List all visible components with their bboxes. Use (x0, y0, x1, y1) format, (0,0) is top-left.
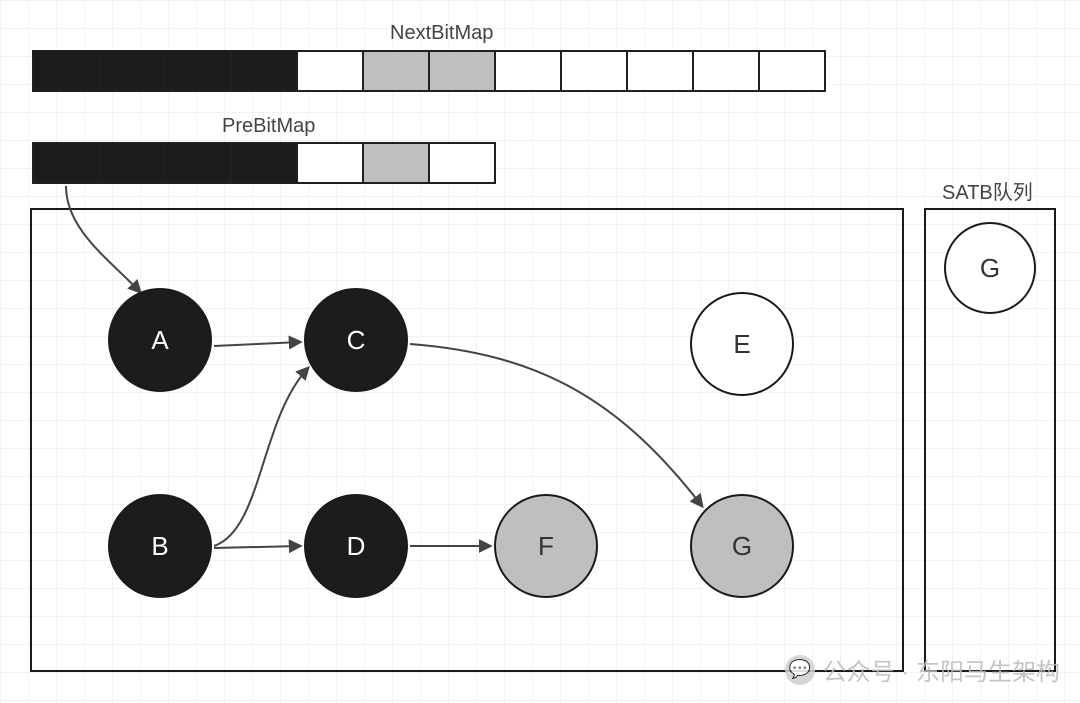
next-bitmap-cell-5 (362, 50, 430, 92)
next-bitmap-cell-4 (296, 50, 364, 92)
pre-bitmap-label: PreBitMap (222, 115, 315, 138)
pre-bitmap-row (32, 142, 496, 184)
next-bitmap-cell-7 (494, 50, 562, 92)
next-bitmap-cell-3 (230, 50, 298, 92)
next-bitmap-cell-0 (32, 50, 100, 92)
next-bitmap-row (32, 50, 826, 92)
pre-bitmap-cell-0 (32, 142, 100, 184)
watermark-text: 公众号 · 东阳马生架构 (823, 652, 1060, 687)
next-bitmap-cell-10 (692, 50, 760, 92)
pre-bitmap-cell-5 (362, 142, 430, 184)
next-bitmap-label: NextBitMap (390, 22, 493, 45)
next-bitmap-cell-9 (626, 50, 694, 92)
node-B: B (108, 494, 212, 598)
next-bitmap-cell-11 (758, 50, 826, 92)
pre-bitmap-cell-1 (98, 142, 166, 184)
next-bitmap-cell-8 (560, 50, 628, 92)
pre-bitmap-cell-4 (296, 142, 364, 184)
node-C: C (304, 288, 408, 392)
next-bitmap-cell-6 (428, 50, 496, 92)
node-G_satb: G (944, 222, 1036, 314)
node-F: F (494, 494, 598, 598)
node-A: A (108, 288, 212, 392)
node-D: D (304, 494, 408, 598)
node-G: G (690, 494, 794, 598)
satb-queue-label: SATB队列 (942, 176, 1033, 205)
pre-bitmap-cell-2 (164, 142, 232, 184)
pre-bitmap-cell-3 (230, 142, 298, 184)
main-graph-box (30, 208, 904, 672)
pre-bitmap-cell-6 (428, 142, 496, 184)
watermark: 💬 公众号 · 东阳马生架构 (785, 652, 1060, 687)
next-bitmap-cell-2 (164, 50, 232, 92)
wechat-icon: 💬 (785, 655, 815, 685)
node-E: E (690, 292, 794, 396)
next-bitmap-cell-1 (98, 50, 166, 92)
